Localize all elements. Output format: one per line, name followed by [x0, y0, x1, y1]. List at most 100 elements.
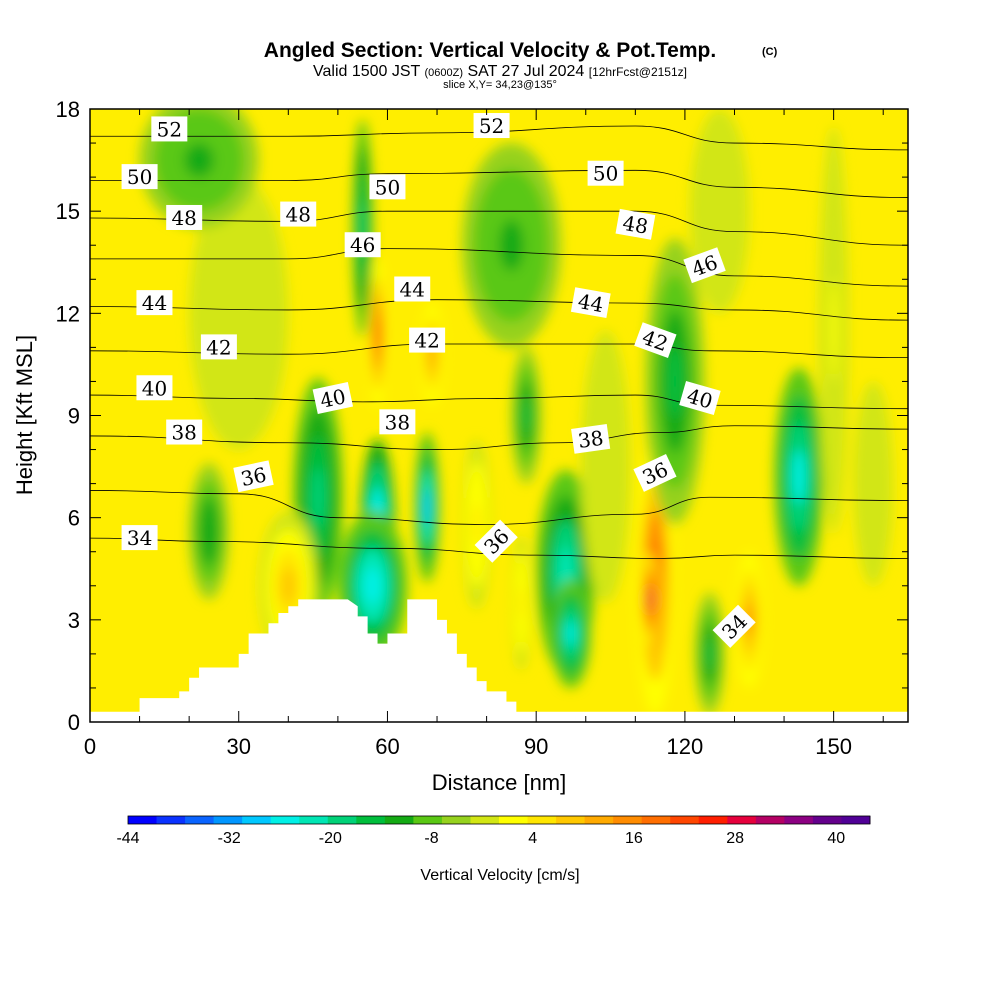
contour-label-text: 48 [285, 203, 310, 227]
velocity-cell [829, 279, 838, 382]
contour-label-box [683, 247, 726, 284]
y-tick-label: 9 [68, 404, 80, 429]
x-tick-label: 60 [375, 734, 399, 759]
colorbar-swatch [641, 816, 671, 824]
colorbar-swatch [213, 816, 243, 824]
contour-label-box [166, 419, 203, 445]
contour-label-box [712, 604, 756, 648]
colorbar-swatch [270, 816, 300, 824]
contour-label: 36 [474, 519, 518, 563]
contour-label-box [233, 460, 274, 493]
colorbar-swatch [613, 816, 643, 824]
contour-label: 50 [369, 174, 406, 200]
theta-contour-40 [90, 394, 908, 410]
contour-label-text: 52 [157, 117, 182, 141]
colorbar-tick-label: -8 [424, 830, 438, 847]
contour-label: 44 [394, 276, 431, 302]
colorbar: -44 -32 -20 -8 4 16 28 40 [116, 815, 871, 847]
colorbar-swatch [156, 816, 186, 824]
contour-label: 46 [344, 232, 381, 258]
contour-label-text: 42 [206, 335, 231, 359]
contour-label-text: 44 [400, 277, 425, 301]
y-tick-label: 3 [68, 608, 80, 633]
velocity-cell [712, 185, 728, 237]
contour-label-box [634, 322, 677, 359]
colorbar-swatch [299, 816, 329, 824]
colorbar-swatch [584, 816, 614, 824]
contour-label: 40 [312, 382, 354, 414]
contour-label-box [473, 113, 510, 139]
contour-label-box [151, 116, 188, 142]
contour-label-box [379, 409, 416, 435]
colorbar-swatch [670, 816, 700, 824]
colorbar-frame [127, 815, 871, 825]
contour-label-text: 38 [171, 421, 196, 445]
colorbar-tick-label: 40 [827, 830, 845, 847]
colorbar-swatch [470, 816, 500, 824]
x-tick-label: 120 [667, 734, 704, 759]
contour-label-box [571, 423, 611, 454]
contour-label-text: 52 [479, 114, 504, 138]
x-tick-label: 90 [524, 734, 548, 759]
colorbar-tick-label: 28 [726, 830, 744, 847]
colorbar-tick-label: 4 [528, 830, 537, 847]
contour-label: 42 [634, 322, 677, 359]
colorbar-swatch [841, 816, 871, 824]
colorbar-swatch [812, 816, 842, 824]
colorbar-swatch [755, 816, 785, 824]
colorbar-swatch [242, 816, 272, 824]
colorbar-swatch [413, 816, 443, 824]
contour-label-box [474, 519, 518, 563]
contour-label: 36 [233, 460, 274, 493]
contour-label: 44 [136, 290, 173, 316]
theta-contour-52 [90, 125, 908, 151]
contour-label-box [394, 276, 431, 302]
colorbar-swatch [527, 816, 557, 824]
velocity-cell [522, 398, 530, 433]
velocity-cell [184, 143, 214, 178]
colorbar-swatch [441, 816, 471, 824]
contour-label-box [136, 375, 173, 401]
y-tick-label: 18 [56, 97, 80, 122]
colorbar-swatch [727, 816, 757, 824]
contour-label-box [200, 334, 237, 360]
slice-info: slice X,Y= 34,23@135° [443, 79, 557, 91]
x-tick-label: 30 [226, 734, 250, 759]
theta-contour-50 [90, 169, 908, 198]
y-axis-title: Height [Kft MSL] [12, 335, 37, 495]
contour-label: 34 [121, 525, 158, 551]
contour-label-text: 36 [239, 462, 269, 491]
colorbar-swatch [185, 816, 215, 824]
contour-label: 38 [166, 419, 203, 445]
y-tick-label: 6 [68, 506, 80, 531]
contour-label-box [587, 160, 624, 186]
chart-title-mark: (C) [762, 46, 778, 58]
contour-label: 48 [615, 208, 656, 240]
contour-label-text: 40 [142, 376, 167, 400]
contour-label-text: 38 [385, 410, 410, 434]
colorbar-swatch [784, 816, 814, 824]
subtitle-date: SAT 27 Jul 2024 [467, 63, 584, 80]
contour-label-text: 50 [375, 175, 400, 199]
y-tick-label: 15 [56, 199, 80, 224]
colorbar-tick-label: 16 [625, 830, 643, 847]
contour-label-text: 44 [142, 291, 167, 315]
theta-contour-36 [90, 490, 908, 525]
contour-label: 52 [473, 113, 510, 139]
velocity-cell [375, 315, 380, 353]
velocity-cell [705, 638, 714, 670]
velocity-cell [667, 345, 683, 418]
theta-contour-38 [90, 425, 908, 450]
theta-contour-46 [90, 248, 908, 287]
x-axis-title: Distance [nm] [432, 770, 567, 795]
chart-subtitle: Valid 1500 JST (0600Z) SAT 27 Jul 2024 [… [313, 63, 687, 80]
contour-label-box [615, 208, 656, 240]
contour-label: 44 [570, 287, 611, 319]
colorbar-swatch [556, 816, 586, 824]
contour-label-box [344, 232, 381, 258]
colorbar-swatch [698, 816, 728, 824]
colorbar-swatch [499, 816, 529, 824]
contour-label-box [121, 525, 158, 551]
